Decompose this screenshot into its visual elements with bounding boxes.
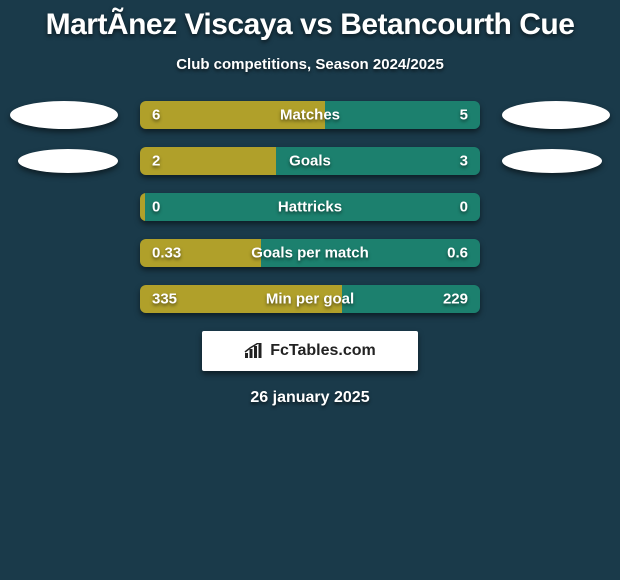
bar-label: Hattricks	[278, 199, 342, 216]
bar-label: Goals	[289, 153, 331, 170]
bar-track: 335 Min per goal 229	[140, 285, 480, 313]
bar-value-left: 335	[152, 291, 177, 308]
bar-value-left: 0	[152, 199, 160, 216]
bar-value-left: 6	[152, 107, 160, 124]
brand-text: FcTables.com	[270, 342, 376, 360]
player2-avatar-placeholder	[502, 149, 602, 173]
bar-value-left: 0.33	[152, 245, 181, 262]
bar-value-left: 2	[152, 153, 160, 170]
page-title: MartÃ­nez Viscaya vs Betancourth Cue	[0, 0, 620, 42]
player2-avatar-placeholder	[502, 101, 610, 129]
player1-avatar-placeholder	[10, 101, 118, 129]
bar-track: 6 Matches 5	[140, 101, 480, 129]
brand-badge[interactable]: FcTables.com	[202, 331, 418, 371]
stat-row-goals-per-match: 0.33 Goals per match 0.6	[0, 239, 620, 267]
page-subtitle: Club competitions, Season 2024/2025	[0, 56, 620, 73]
comparison-chart: 6 Matches 5 2 Goals 3 0	[0, 101, 620, 313]
stat-row-matches: 6 Matches 5	[0, 101, 620, 129]
bar-track: 0.33 Goals per match 0.6	[140, 239, 480, 267]
bar-value-right: 229	[443, 291, 468, 308]
bar-label: Goals per match	[251, 245, 369, 262]
bar-value-right: 3	[460, 153, 468, 170]
footer-date: 26 january 2025	[0, 389, 620, 407]
stat-row-min-per-goal: 335 Min per goal 229	[0, 285, 620, 313]
bar-value-right: 0.6	[447, 245, 468, 262]
bar-label: Min per goal	[266, 291, 354, 308]
bar-track: 0 Hattricks 0	[140, 193, 480, 221]
bar-left	[140, 147, 276, 175]
bar-value-right: 0	[460, 199, 468, 216]
stat-row-hattricks: 0 Hattricks 0	[0, 193, 620, 221]
bar-right	[325, 101, 480, 129]
player1-avatar-placeholder	[18, 149, 118, 173]
bar-chart-icon	[244, 343, 264, 359]
bar-label: Matches	[280, 107, 340, 124]
bar-value-right: 5	[460, 107, 468, 124]
stat-row-goals: 2 Goals 3	[0, 147, 620, 175]
comparison-infographic: MartÃ­nez Viscaya vs Betancourth Cue Clu…	[0, 0, 620, 580]
bar-track: 2 Goals 3	[140, 147, 480, 175]
